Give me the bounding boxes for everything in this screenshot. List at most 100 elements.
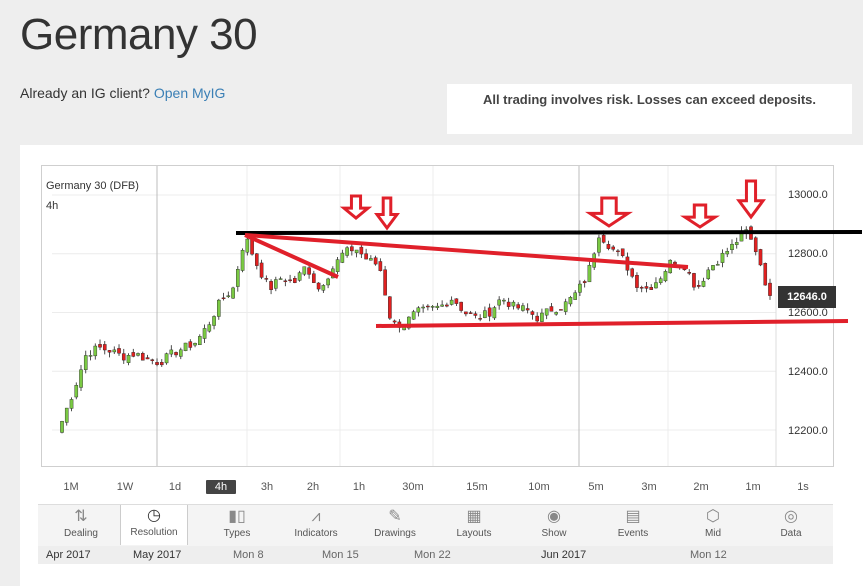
timeframe-10m[interactable]: 10m: [528, 481, 550, 493]
timeframe-30m[interactable]: 30m: [402, 481, 424, 493]
candle-body: [174, 352, 178, 356]
candle-body: [421, 306, 425, 309]
candle-body: [169, 349, 174, 355]
candle-body: [383, 269, 387, 296]
timeframe-2h[interactable]: 2h: [306, 481, 320, 493]
candle-body: [730, 243, 734, 251]
candles: [60, 225, 772, 434]
candle-body: [207, 324, 212, 332]
clock-icon: ◷: [147, 507, 161, 524]
candle-body: [544, 308, 549, 316]
down-arrow-icon: [374, 196, 400, 231]
candle-body: [140, 353, 145, 361]
candle-body: [60, 421, 64, 433]
candle-body: [350, 246, 354, 252]
candle-body: [696, 285, 701, 287]
date-jun-2017: Jun 2017: [541, 549, 587, 561]
candle-body: [611, 246, 615, 250]
candle-body: [644, 286, 649, 289]
candle-body: [221, 297, 226, 300]
candle-body: [725, 251, 730, 255]
timeframe-1W[interactable]: 1W: [116, 481, 134, 493]
client-prompt: Already an IG client? Open MyIG: [20, 85, 225, 101]
events-button[interactable]: ▤ Events: [600, 506, 666, 539]
candle-body: [112, 349, 117, 353]
timeframe-4h[interactable]: 4h: [206, 480, 236, 494]
candle-body: [658, 278, 663, 283]
candle-body: [763, 263, 768, 286]
y-tick-12600: 12600.0: [788, 307, 828, 319]
data-button[interactable]: ◎ Data: [758, 506, 824, 539]
candle-body: [102, 344, 107, 351]
candle-body: [155, 362, 159, 365]
descending-trend-line: [244, 233, 689, 269]
types-button[interactable]: ▮▯ Types: [204, 506, 270, 539]
timeframe-1s[interactable]: 1s: [797, 481, 809, 493]
open-myig-link[interactable]: Open MyIG: [153, 85, 226, 101]
data-icon: ◎: [784, 508, 798, 525]
timeframe-15m[interactable]: 15m: [466, 481, 488, 493]
chart-grid: [52, 166, 777, 466]
risk-warning: All trading involves risk. Losses can ex…: [447, 84, 852, 134]
candle-body: [568, 297, 573, 305]
events-label: Events: [617, 528, 649, 539]
candle-body: [426, 305, 430, 308]
candle-body: [340, 252, 345, 263]
date-mon-22: Mon 22: [414, 549, 451, 561]
candle-body: [88, 355, 93, 357]
candle-body: [483, 310, 487, 318]
timeframe-1d[interactable]: 1d: [168, 481, 182, 493]
candle-body: [283, 280, 288, 282]
timeframe-5m[interactable]: 5m: [588, 481, 604, 493]
candle-body: [117, 348, 121, 354]
candle-body: [226, 295, 231, 297]
down-arrow-icon: [339, 194, 373, 220]
resolution-label: Resolution: [130, 527, 178, 538]
resolution-button[interactable]: ◷ Resolution: [120, 505, 188, 545]
candle-body: [217, 299, 221, 317]
calendar-icon: ▤: [625, 508, 641, 525]
candle-body: [188, 341, 193, 348]
show-button[interactable]: ◉ Show: [521, 506, 587, 539]
candle-body: [93, 345, 98, 357]
drawings-label: Drawings: [374, 528, 416, 539]
candle-body: [69, 399, 74, 409]
timeframe-1m[interactable]: 1m: [745, 481, 761, 493]
indicators-label: Indicators: [294, 528, 338, 539]
candle-body: [635, 274, 639, 288]
layouts-button[interactable]: ▦ Layouts: [441, 506, 507, 539]
candle-body: [98, 344, 102, 348]
candle-body: [506, 301, 511, 307]
candle-body: [616, 250, 620, 253]
candle-body: [511, 301, 516, 307]
candle-body: [530, 311, 535, 315]
timeframe-3m[interactable]: 3m: [641, 481, 657, 493]
drawings-button[interactable]: ✎ Drawings: [362, 506, 428, 539]
mid-label: Mid: [704, 528, 722, 539]
date-mon-15: Mon 15: [322, 549, 359, 561]
candle-body: [274, 279, 278, 289]
timeframe-2m[interactable]: 2m: [693, 481, 709, 493]
candle-body: [335, 259, 340, 272]
candle-body: [687, 272, 692, 274]
candle-body: [145, 357, 150, 360]
candle-body: [288, 279, 292, 282]
timeframe-3h[interactable]: 3h: [260, 481, 274, 493]
candle-body: [663, 271, 668, 282]
candle-body: [416, 307, 421, 313]
candle-body: [559, 309, 563, 311]
candle-body: [316, 282, 321, 290]
indicators-button[interactable]: ⩘ Indicators: [283, 506, 349, 539]
short-trend-line: [244, 233, 339, 279]
candle-body: [630, 268, 635, 277]
timeframe-1M[interactable]: 1M: [63, 481, 79, 493]
candle-body: [312, 273, 316, 283]
candle-body: [307, 267, 311, 275]
candle-body: [297, 272, 302, 281]
mid-button[interactable]: ⬡ Mid: [680, 506, 746, 539]
timeframe-1h[interactable]: 1h: [352, 481, 366, 493]
dealing-button[interactable]: ⇅ Dealing: [48, 506, 114, 539]
last-price-tag: 12646.0: [778, 286, 836, 308]
candle-body: [259, 262, 264, 278]
